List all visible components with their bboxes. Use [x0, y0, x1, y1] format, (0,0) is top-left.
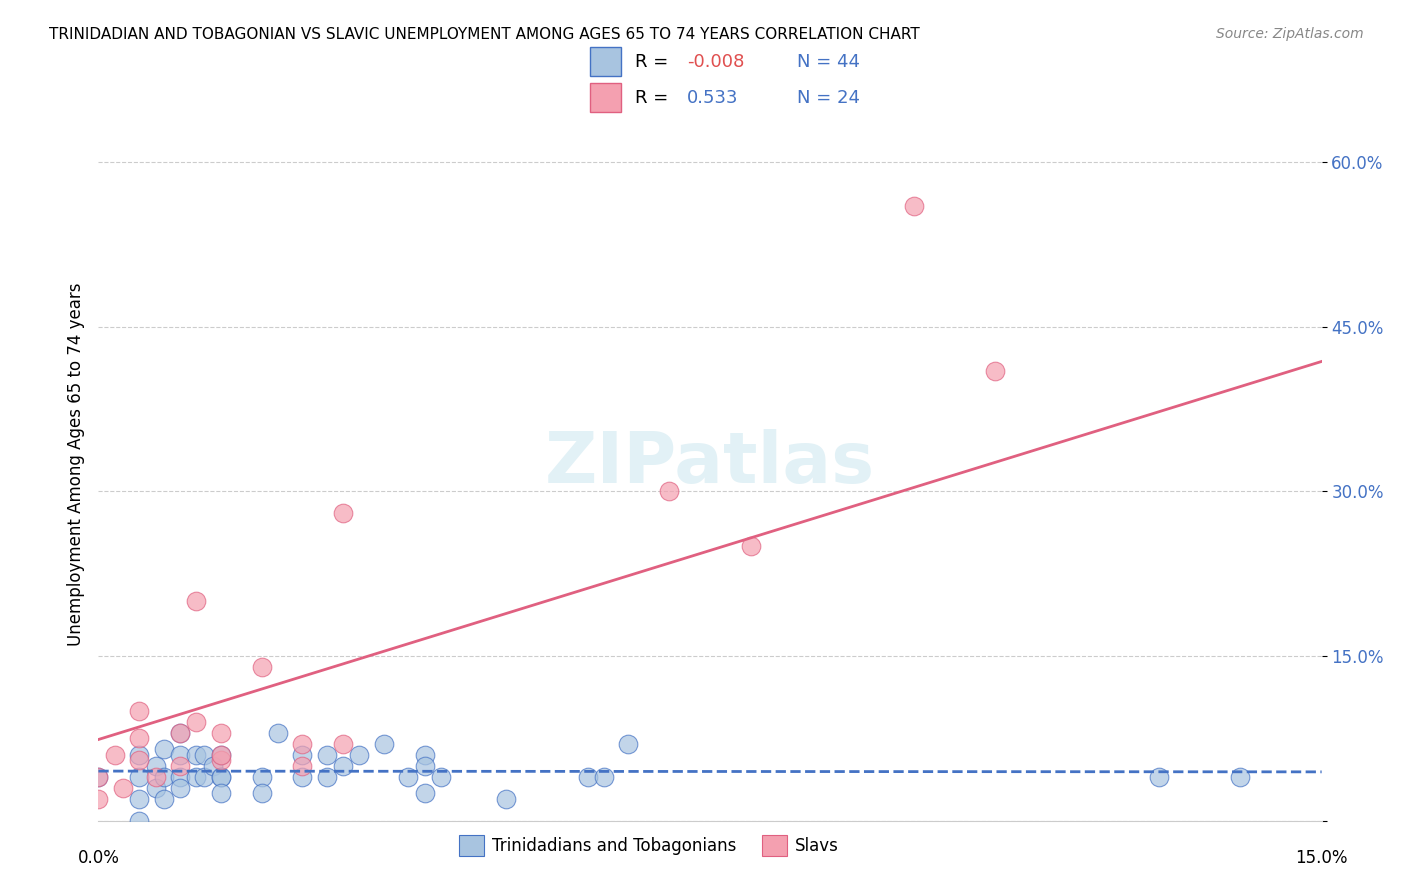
Point — [396, 770, 419, 784]
Point — [209, 770, 232, 784]
Point — [315, 770, 337, 784]
Point — [186, 747, 208, 762]
Point — [315, 747, 337, 762]
Point — [152, 770, 174, 784]
Point — [145, 770, 167, 784]
Text: N = 24: N = 24 — [797, 89, 860, 107]
Point — [209, 753, 232, 767]
Point — [209, 770, 232, 784]
Point — [903, 199, 925, 213]
Point — [152, 742, 174, 756]
Text: ZIPatlas: ZIPatlas — [546, 429, 875, 499]
Point — [186, 714, 208, 729]
Point — [209, 726, 232, 740]
Text: -0.008: -0.008 — [688, 53, 744, 70]
Point — [250, 660, 273, 674]
Text: 15.0%: 15.0% — [1295, 849, 1348, 867]
Legend: Trinidadians and Tobagonians, Slavs: Trinidadians and Tobagonians, Slavs — [453, 829, 845, 863]
Point — [128, 791, 150, 805]
Text: 0.533: 0.533 — [688, 89, 738, 107]
Point — [413, 758, 436, 772]
Point — [413, 786, 436, 800]
Point — [128, 753, 150, 767]
Point — [291, 758, 314, 772]
Point — [201, 758, 224, 772]
Point — [291, 737, 314, 751]
Point — [250, 786, 273, 800]
Point — [267, 726, 290, 740]
Point — [128, 704, 150, 718]
Point — [111, 780, 134, 795]
Point — [104, 747, 127, 762]
Point — [209, 747, 232, 762]
FancyBboxPatch shape — [591, 84, 621, 112]
Point — [169, 726, 191, 740]
Text: N = 44: N = 44 — [797, 53, 860, 70]
Point — [169, 726, 191, 740]
Text: Source: ZipAtlas.com: Source: ZipAtlas.com — [1216, 27, 1364, 41]
Point — [291, 747, 314, 762]
Text: R =: R = — [636, 53, 673, 70]
Point — [1229, 770, 1251, 784]
Point — [209, 747, 232, 762]
Point — [169, 758, 191, 772]
Point — [128, 770, 150, 784]
Point — [186, 594, 208, 608]
Point — [152, 791, 174, 805]
Point — [332, 506, 354, 520]
Point — [984, 363, 1007, 377]
Point — [332, 758, 354, 772]
Point — [740, 539, 762, 553]
Point — [128, 731, 150, 746]
Point — [658, 484, 681, 499]
Point — [87, 791, 110, 805]
Point — [186, 770, 208, 784]
Point — [169, 770, 191, 784]
Point — [145, 758, 167, 772]
Point — [291, 770, 314, 784]
Text: R =: R = — [636, 89, 673, 107]
Point — [576, 770, 599, 784]
Point — [128, 814, 150, 828]
Point — [169, 780, 191, 795]
Point — [332, 737, 354, 751]
Point — [373, 737, 395, 751]
FancyBboxPatch shape — [591, 47, 621, 77]
Point — [593, 770, 616, 784]
Point — [209, 786, 232, 800]
Point — [128, 747, 150, 762]
Point — [145, 780, 167, 795]
Point — [87, 770, 110, 784]
Point — [617, 737, 640, 751]
Point — [413, 747, 436, 762]
Point — [169, 747, 191, 762]
Text: 0.0%: 0.0% — [77, 849, 120, 867]
Point — [193, 770, 215, 784]
Point — [1147, 770, 1170, 784]
Point — [250, 770, 273, 784]
Point — [87, 770, 110, 784]
Point — [495, 791, 517, 805]
Point — [430, 770, 453, 784]
Point — [193, 747, 215, 762]
Y-axis label: Unemployment Among Ages 65 to 74 years: Unemployment Among Ages 65 to 74 years — [66, 282, 84, 646]
Point — [349, 747, 371, 762]
Text: TRINIDADIAN AND TOBAGONIAN VS SLAVIC UNEMPLOYMENT AMONG AGES 65 TO 74 YEARS CORR: TRINIDADIAN AND TOBAGONIAN VS SLAVIC UNE… — [49, 27, 920, 42]
